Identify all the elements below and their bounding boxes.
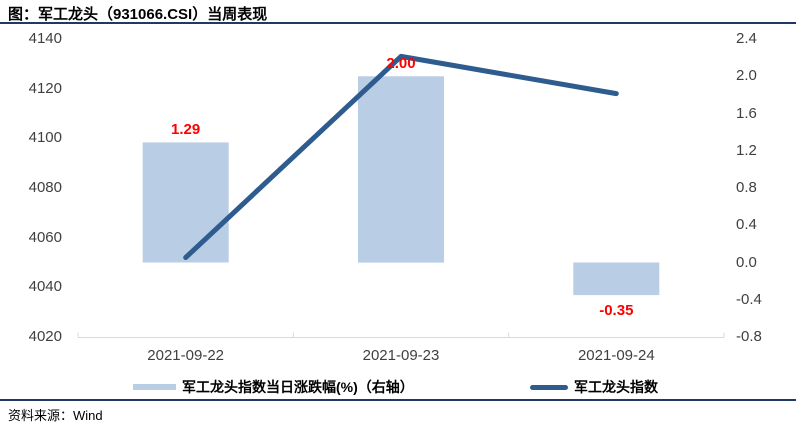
bar-2021-09-24: [573, 262, 660, 296]
index-line-series: [183, 53, 619, 260]
bar-2021-09-22: [142, 142, 229, 263]
right-axis-tick-label: 1.6: [736, 104, 757, 122]
legend-label-bar-series: 军工龙头指数当日涨跌幅(%)（右轴）: [182, 379, 414, 395]
legend-label-line-series: 军工龙头指数: [574, 379, 658, 395]
x-axis-label: 2021-09-24: [577, 347, 655, 364]
right-axis-tick-label: 0.8: [736, 179, 757, 196]
legend-item-bar-series: 军工龙头指数当日涨跌幅(%)（右轴）: [133, 377, 414, 397]
x-axis-label: 2021-09-23: [362, 347, 440, 364]
chart-legend: 军工龙头指数当日涨跌幅(%)（右轴） 军工龙头指数: [0, 377, 796, 397]
bar-data-label: 1.29: [171, 121, 201, 139]
left-axis-tick-label: 4040: [28, 278, 62, 296]
right-axis-tick-label: 2.0: [736, 67, 757, 85]
bar-2021-09-23: [358, 76, 444, 263]
title-rule: [0, 22, 796, 24]
right-axis-tick-label: -0.4: [736, 290, 762, 308]
bar-data-label: 2.00: [386, 55, 416, 73]
left-axis-tick-label: 4140: [28, 30, 62, 47]
right-axis-tick-label: 1.2: [736, 141, 757, 159]
left-axis-tick-label: 4120: [28, 79, 62, 97]
bar-series-swatch: [133, 384, 176, 390]
right-axis-tick-label: 0.4: [736, 216, 757, 234]
right-axis-tick-label: 0.0: [736, 253, 757, 271]
source-note: 资料来源：Wind: [8, 408, 103, 423]
legend-item-line-series: 军工龙头指数: [530, 377, 658, 397]
footer-rule: [0, 399, 796, 401]
right-axis-tick-label: -0.8: [736, 328, 762, 345]
x-axis-label: 2021-09-22: [147, 347, 225, 364]
left-axis-tick-label: 4060: [28, 228, 62, 246]
line-series-swatch: [530, 384, 568, 390]
chart-title: 图：军工龙头（931066.CSI）当周表现: [8, 6, 268, 23]
left-axis-tick-label: 4080: [28, 179, 62, 196]
right-axis-tick-label: 2.4: [736, 30, 757, 47]
left-axis-tick-label: 4020: [28, 328, 62, 345]
bar-data-label: -0.35: [599, 302, 634, 320]
left-axis-tick-label: 4100: [28, 129, 62, 147]
